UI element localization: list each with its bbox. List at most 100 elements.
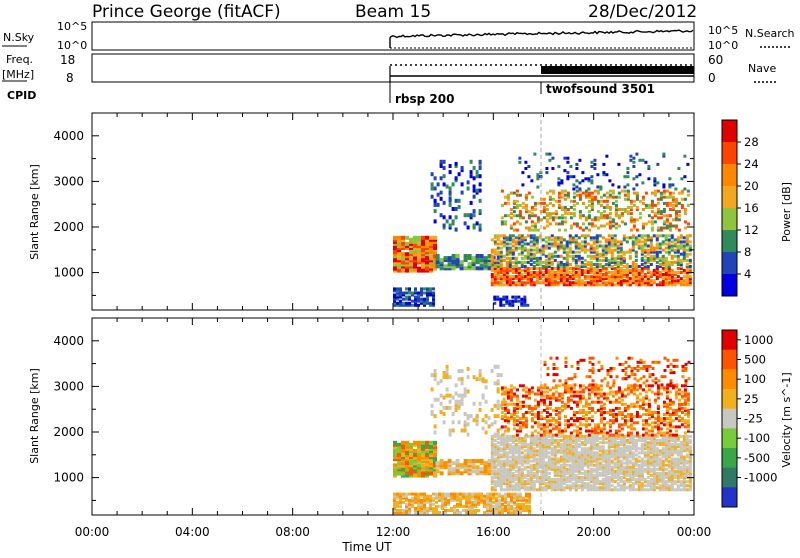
heatmap-cell — [587, 249, 590, 252]
heatmap-cell — [605, 155, 608, 158]
heatmap-cell — [648, 220, 651, 223]
heatmap-cell — [618, 192, 621, 195]
heatmap-cell — [495, 497, 498, 500]
heatmap-cell — [518, 161, 521, 164]
heatmap-cell — [678, 218, 681, 221]
heatmap-cell — [599, 480, 602, 483]
heatmap-cell — [579, 421, 582, 424]
heatmap-cell — [680, 234, 683, 237]
heatmap-cell — [440, 471, 444, 475]
heatmap-cell — [401, 236, 405, 240]
heatmap-cell — [557, 236, 560, 239]
heatmap-cell — [579, 391, 582, 394]
heatmap-cell — [420, 499, 423, 502]
heatmap-cell — [455, 176, 458, 180]
heatmap-cell — [668, 484, 671, 487]
heatmap-cell — [530, 253, 533, 256]
heatmap-cell — [552, 386, 555, 389]
heatmap-cell — [674, 271, 677, 274]
heatmap-cell — [413, 441, 417, 445]
heatmap-cell — [531, 206, 534, 209]
heatmap-cell — [414, 287, 417, 290]
heatmap-cell — [554, 236, 557, 239]
heatmap-cell — [518, 157, 521, 160]
heatmap-cell — [448, 256, 452, 260]
heatmap-cell — [623, 265, 626, 268]
heatmap-cell — [513, 427, 516, 430]
heatmap-cell — [578, 251, 581, 254]
heatmap-cell — [677, 167, 680, 170]
date-title: 28/Dec/2012 — [588, 2, 697, 22]
heatmap-cell — [483, 511, 486, 514]
heatmap-cell — [545, 462, 548, 465]
heatmap-cell — [684, 198, 687, 201]
heatmap-cell — [639, 212, 642, 215]
heatmap-cell — [627, 206, 630, 209]
heatmap-cell — [683, 456, 686, 459]
heatmap-cell — [551, 243, 554, 246]
heatmap-cell — [460, 260, 464, 264]
heatmap-cell — [570, 206, 573, 209]
heatmap-cell — [579, 194, 582, 197]
heatmap-cell — [627, 190, 630, 193]
heatmap-cell — [647, 488, 650, 491]
heatmap-cell — [462, 493, 465, 496]
heatmap-cell — [518, 234, 521, 237]
heatmap-cell — [499, 298, 502, 301]
heatmap-cell — [527, 249, 530, 252]
nsky-trace — [390, 30, 693, 48]
y-tick-label: 1000 — [53, 266, 84, 280]
colorbar-swatch — [722, 142, 737, 165]
heatmap-cell — [414, 296, 417, 299]
heatmap-cell — [687, 222, 690, 225]
heatmap-cell — [567, 208, 570, 211]
heatmap-cell — [593, 435, 596, 438]
heatmap-cell — [608, 275, 611, 278]
heatmap-cell — [575, 279, 578, 282]
heatmap-cell — [485, 420, 488, 424]
heatmap-cell — [594, 411, 597, 414]
heatmap-cell — [621, 220, 624, 223]
heatmap-cell — [536, 458, 539, 461]
heatmap-cell — [405, 474, 409, 478]
heatmap-cell — [497, 414, 500, 418]
heatmap-cell — [528, 388, 531, 391]
heatmap-cell — [545, 236, 548, 239]
heatmap-cell — [467, 213, 470, 217]
heatmap-cell — [537, 401, 540, 404]
heatmap-cell — [648, 214, 651, 217]
heatmap-cell — [647, 275, 650, 278]
heatmap-cell — [644, 161, 647, 164]
heatmap-cell — [452, 429, 455, 433]
heatmap-cell — [530, 249, 533, 252]
heatmap-cell — [420, 298, 423, 301]
heatmap-cell — [581, 179, 584, 182]
heatmap-cell — [500, 460, 503, 463]
heatmap-cell — [588, 417, 591, 420]
cpid-entry-twofsound: twofsound 3501 — [546, 82, 655, 96]
heatmap-cell — [659, 257, 662, 260]
heatmap-cell — [569, 267, 572, 270]
heatmap-cell — [656, 486, 659, 489]
heatmap-cell — [560, 443, 563, 446]
heatmap-cell — [588, 222, 591, 225]
heatmap-cell — [548, 476, 551, 479]
heatmap-cell — [626, 445, 629, 448]
heatmap-cell — [567, 397, 570, 400]
heatmap-cell — [507, 214, 510, 217]
heatmap-cell — [635, 153, 638, 156]
heatmap-cell — [674, 255, 677, 258]
heatmap-cell — [686, 480, 689, 483]
heatmap-cell — [449, 224, 452, 228]
heatmap-cell — [584, 234, 587, 237]
heatmap-cell — [597, 432, 600, 435]
heatmap-cell — [648, 204, 651, 207]
heatmap-cell — [534, 405, 537, 408]
heatmap-cell — [421, 265, 425, 269]
heatmap-cell — [540, 434, 543, 437]
heatmap-cell — [597, 393, 600, 396]
heatmap-cell — [647, 249, 650, 252]
heatmap-cell — [431, 404, 434, 408]
heatmap-cell — [665, 257, 668, 260]
heatmap-cell — [597, 409, 600, 412]
